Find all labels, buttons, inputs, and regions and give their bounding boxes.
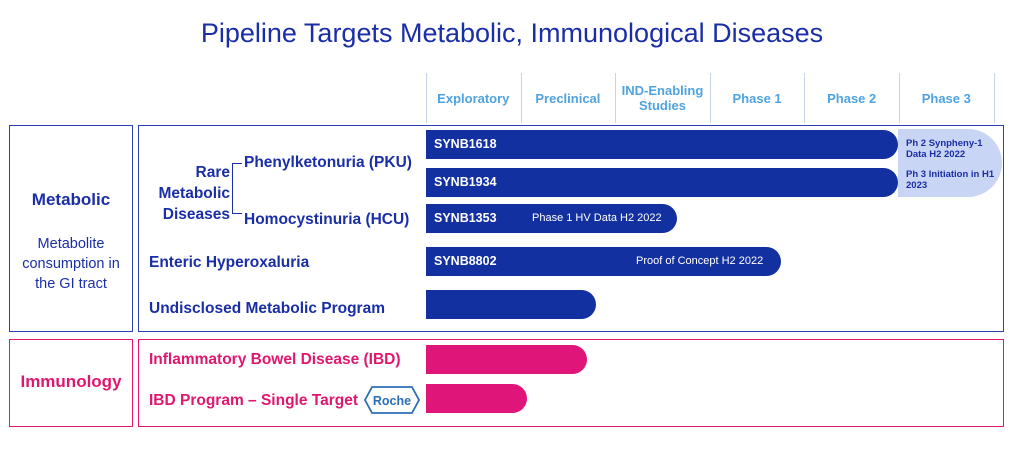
pipeline-bar-5 [426,345,587,374]
metabolic-category-box [9,125,133,332]
phase-separator-6 [993,73,995,123]
phase-header-3: Phase 1 [732,90,782,106]
metabolic-category-title: Metabolic [31,190,111,209]
immunology-programs-box [138,339,1004,427]
phase-header-0: Exploratory [437,90,510,106]
phase-separator-4 [804,73,806,123]
svg-text:Roche: Roche [373,394,411,408]
pipeline-bar-3: SYNB8802 Proof of Concept H2 2022 [426,247,781,276]
rare-group-label: Rare Metabolic Diseases [158,164,230,223]
page-title: Pipeline Targets Metabolic, Immunologica… [200,18,824,48]
pipeline-bar-4 [426,290,597,319]
immunology-category-box [9,339,133,427]
bar-milestone-note: Phase 1 HV Data H2 2022 [532,212,662,224]
callout-text-2: Ph 3 Initiation in H1 2023 [906,169,995,191]
phase-separator-0 [426,73,427,123]
pipeline-bar-2: SYNB1353 Phase 1 HV Data H2 2022 [426,204,677,233]
immunology-category-title: Immunology [20,372,122,391]
bracket-tick-top [232,163,242,165]
phase-header-2: IND-Enabling Studies [621,83,704,113]
phase-separator-2 [615,73,617,123]
metabolic-programs-box [138,125,1004,332]
phase-separator-5 [899,73,900,123]
rare-group-bracket [232,163,233,214]
bar-program-name: SYNB1353 [434,211,497,225]
phase-header-4: Phase 2 [827,90,877,106]
metabolic-category-subtitle: Metabolite consumption in the GI tract [22,236,120,292]
indication-ibd: Inflammatory Bowel Disease (IBD) [149,351,401,368]
indication-enteric-hyperoxaluria: Enteric Hyperoxaluria [149,254,310,271]
bar-program-name: SYNB1934 [434,175,497,189]
bar-milestone-note: Proof of Concept H2 2022 [636,255,764,267]
phase-separator-1 [520,73,522,123]
bar-program-name: SYNB1618 [434,137,497,151]
bracket-tick-bottom [232,213,242,215]
indication-ibd-single-target: IBD Program – Single Target [149,392,359,409]
phase-header-5: Phase 3 [921,90,971,106]
phase-separator-3 [709,73,711,123]
phase3-callout [898,129,1002,197]
bar-program-name: SYNB8802 [434,254,497,268]
callout-text-1: Ph 2 Synpheny-1 Data H2 2022 [906,138,983,160]
phase-header-1: Preclinical [535,90,601,106]
pipeline-bar-6 [426,384,528,413]
roche-logo: Roche [363,386,421,414]
indication-hcu: Homocystinuria (HCU) [244,211,410,228]
indication-pku: Phenylketonuria (PKU) [244,154,412,171]
indication-undisclosed-metabolic: Undisclosed Metabolic Program [149,300,385,317]
pipeline-bar-0: SYNB1618 [426,130,899,159]
pipeline-bar-1: SYNB1934 [426,168,899,197]
